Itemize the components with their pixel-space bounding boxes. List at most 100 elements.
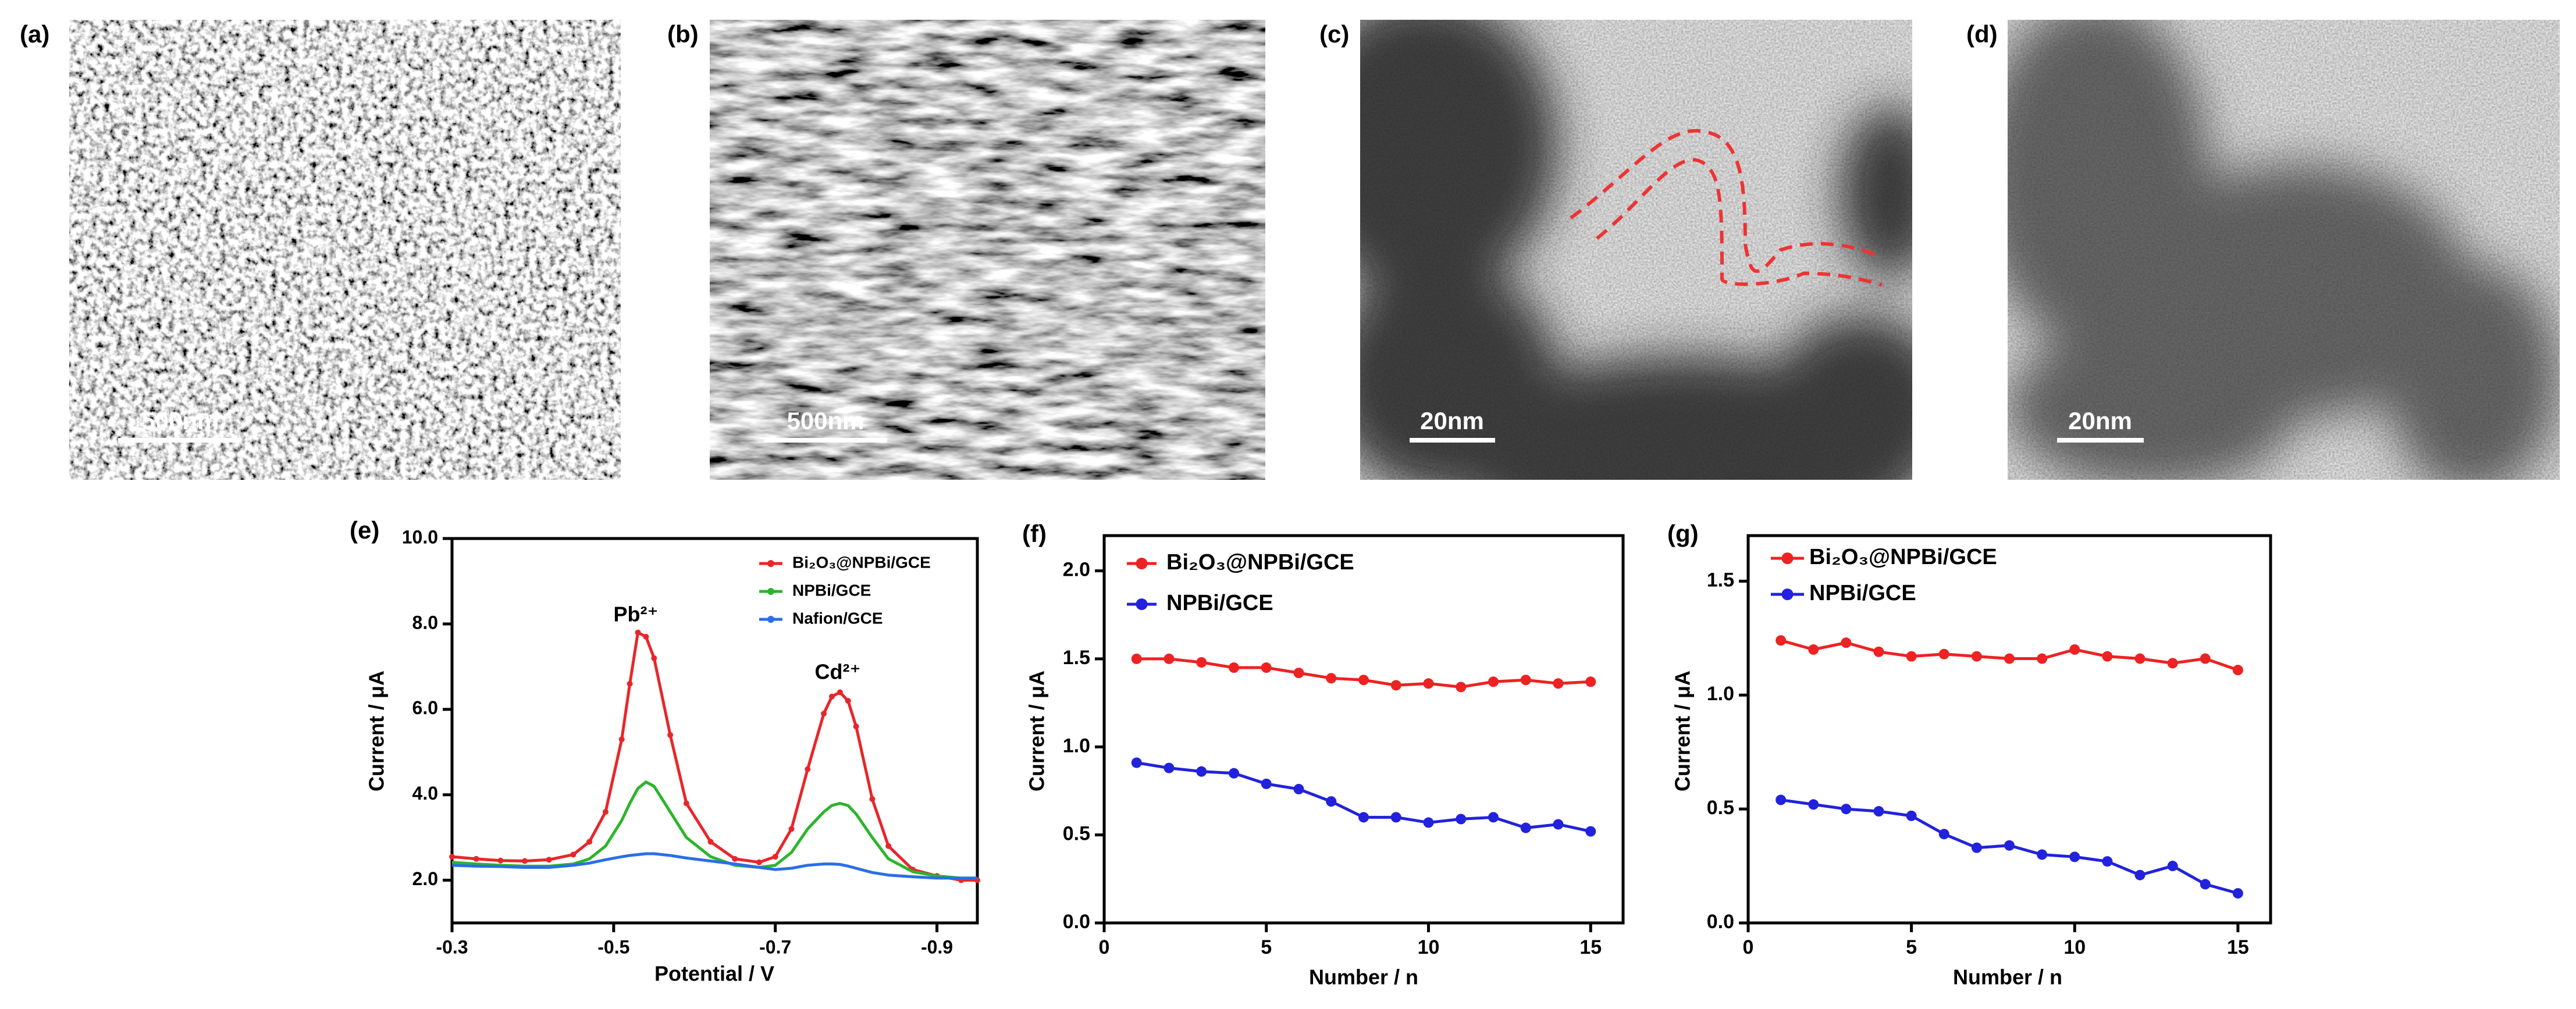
data-point — [1196, 766, 1207, 777]
legend-label: NPBi/GCE — [792, 581, 871, 599]
data-point — [1808, 644, 1819, 655]
data-point — [1553, 678, 1564, 689]
data-point — [1261, 662, 1272, 673]
y-tick-label: 8.0 — [412, 612, 438, 633]
data-point — [570, 851, 577, 858]
data-point — [2037, 653, 2048, 664]
data-point — [1938, 829, 1949, 840]
y-tick-label: 1.5 — [1707, 569, 1734, 591]
scale-label: 20nm — [1420, 407, 1484, 434]
x-tick-label: -0.5 — [597, 936, 629, 957]
data-point — [667, 732, 674, 738]
data-point — [1390, 812, 1401, 823]
legend-marker — [1136, 558, 1148, 569]
x-tick-label: 10 — [2063, 936, 2086, 958]
micrograph-a — [69, 20, 621, 480]
legend-marker — [1136, 598, 1148, 610]
x-tick-label: 15 — [2227, 936, 2249, 958]
y-tick-label: 6.0 — [412, 697, 438, 718]
y-tick-label: 0.5 — [1707, 797, 1734, 819]
data-point — [1520, 822, 1531, 833]
data-point — [2167, 861, 2178, 872]
x-tick-label: 10 — [1418, 936, 1440, 958]
data-point — [2232, 888, 2243, 899]
data-point — [1873, 806, 1884, 817]
series-line — [451, 852, 977, 880]
legend-label: NPBi/GCE — [1166, 591, 1273, 615]
series-line — [451, 631, 977, 882]
y-tick-label: 2.0 — [1063, 559, 1090, 581]
panel-label: (d) — [1966, 20, 1998, 48]
data-point — [1131, 757, 1142, 768]
legend-marker — [767, 560, 774, 567]
data-point — [1423, 817, 1434, 828]
data-point — [772, 854, 778, 860]
data-point — [2167, 658, 2178, 669]
x-axis-label: Number / n — [1953, 965, 2062, 989]
x-tick-label: 15 — [1579, 936, 1602, 958]
data-point — [853, 723, 859, 730]
plot-frame — [1746, 534, 2272, 925]
annotation: Pb²⁺ — [614, 602, 659, 626]
x-axis-label: Number / n — [1309, 965, 1418, 989]
y-tick-label: 0.0 — [1063, 911, 1090, 933]
y-tick-label: 1.0 — [1707, 683, 1734, 705]
data-point — [1456, 682, 1467, 693]
x-tick-label: 0 — [1099, 936, 1110, 958]
plot-frame — [1102, 534, 1625, 925]
data-point — [1585, 826, 1596, 837]
panel-label: (b) — [667, 20, 699, 48]
data-point — [845, 698, 851, 704]
legend-marker — [767, 588, 774, 595]
panel-label: (g) — [1667, 520, 1699, 547]
data-point — [869, 796, 876, 803]
data-point — [837, 689, 843, 696]
micrograph-c — [1360, 20, 1912, 480]
series-line — [451, 780, 977, 880]
data-point — [1229, 662, 1239, 673]
data-point — [473, 855, 479, 862]
micrograph-d — [2008, 20, 2560, 480]
y-tick-label: 1.0 — [1063, 735, 1090, 757]
data-point — [1164, 653, 1175, 664]
data-point — [1131, 653, 1142, 664]
y-tick-label: 4.0 — [412, 783, 438, 804]
panel-label: (f) — [1022, 520, 1047, 547]
data-point — [732, 855, 738, 862]
data-point — [1776, 794, 1787, 805]
data-point — [2134, 653, 2146, 664]
data-point — [1293, 668, 1304, 679]
data-point — [1520, 675, 1531, 686]
data-point — [1326, 673, 1337, 684]
legend-label: Bi₂O₃@NPBi/GCE — [792, 553, 931, 571]
data-point — [497, 857, 504, 864]
data-point — [586, 839, 593, 845]
data-point — [1906, 810, 1917, 821]
x-tick-label: -0.7 — [759, 936, 791, 957]
data-point — [707, 839, 714, 845]
x-tick-label: 0 — [1743, 936, 1754, 958]
data-point — [2102, 856, 2113, 867]
legend-marker — [1781, 552, 1794, 564]
data-point — [602, 809, 609, 815]
data-point — [2037, 849, 2048, 860]
data-point — [546, 857, 552, 863]
data-point — [885, 843, 892, 849]
y-tick-label: 0.0 — [1707, 911, 1734, 933]
data-point — [449, 854, 455, 860]
data-point — [683, 800, 689, 807]
legend-label: Bi₂O₃@NPBi/GCE — [1166, 550, 1354, 575]
data-point — [1971, 651, 1982, 662]
plot-frame — [450, 537, 979, 925]
y-tick-label: 2.0 — [412, 868, 438, 889]
legend-marker — [767, 616, 774, 623]
data-point — [1293, 783, 1304, 794]
data-point — [1390, 680, 1401, 691]
y-axis-label: Current / μA — [1025, 671, 1049, 791]
data-point — [821, 711, 827, 717]
data-point — [522, 858, 528, 864]
data-point — [618, 736, 625, 743]
x-tick-label: -0.9 — [921, 936, 953, 957]
data-point — [1873, 646, 1884, 657]
